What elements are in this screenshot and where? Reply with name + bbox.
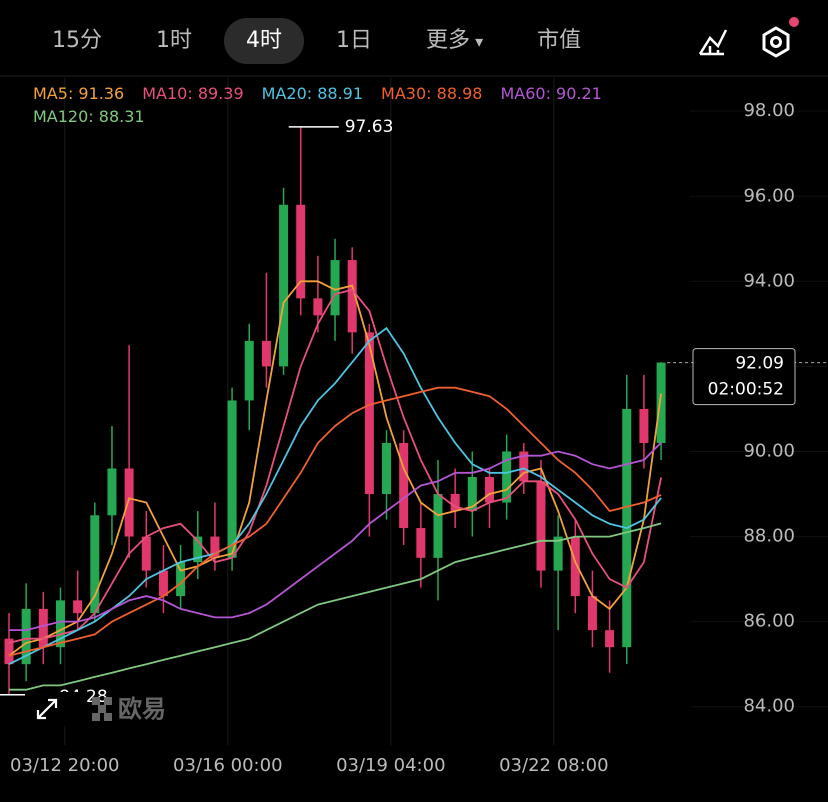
candle-body [21, 608, 31, 665]
watermark-text: 欧易 [118, 695, 166, 723]
y-tick-label: 90.00 [743, 440, 795, 461]
expand-bg [30, 692, 86, 726]
candle-body [73, 600, 83, 614]
y-tick-label: 94.00 [743, 270, 795, 291]
candle-body [502, 451, 512, 503]
candle-body [4, 638, 14, 665]
legend: MA591.36MA1089.39MA2088.91MA3088.98MA609… [33, 84, 713, 126]
y-tick-label: 96.00 [743, 185, 795, 206]
candle-body [227, 400, 237, 558]
ma-line [8, 280, 662, 657]
ma-line [9, 522, 662, 691]
settings-icon[interactable] [762, 17, 799, 58]
x-tick-label: 03/16 00:00 [173, 755, 282, 776]
indicator-icon[interactable] [698, 29, 728, 56]
candle-body [382, 442, 392, 495]
legend-value: 91.36 [78, 84, 125, 103]
candle-body [536, 481, 546, 571]
legend-value: 88.31 [98, 107, 145, 126]
candle-body [210, 536, 220, 558]
tab[interactable]: 市值 [537, 28, 582, 53]
y-tick-label: 86.00 [743, 611, 795, 632]
candle-body [90, 515, 100, 614]
y-tick-label: 84.00 [743, 696, 795, 717]
x-tick-label: 03/22 08:00 [499, 755, 608, 776]
expand-icon[interactable] [30, 692, 86, 726]
candle-body [193, 536, 203, 563]
candle-body [519, 451, 529, 482]
ma-line [8, 288, 662, 644]
legend-value: 88.91 [317, 84, 364, 103]
candle-body [587, 596, 597, 631]
expand-glyph [36, 698, 58, 720]
candle-body [399, 442, 409, 529]
price-tag [692, 348, 796, 406]
tab[interactable]: 1日 [336, 28, 372, 53]
candle-body [570, 536, 580, 597]
legend-item: MA1089.39 [142, 84, 243, 103]
legend-value: 90.21 [556, 84, 602, 103]
candle-body [55, 600, 65, 648]
legend-item: MA591.36 [33, 84, 124, 103]
legend-item: MA6090.21 [500, 84, 601, 103]
legend-value: 89.39 [197, 84, 244, 103]
legend-name: MA5 [33, 84, 78, 103]
ma-line [8, 326, 662, 666]
y-tick-label: 88.00 [743, 526, 795, 547]
candle-body [141, 536, 151, 571]
countdown: 02:00:52 [708, 380, 784, 400]
candle-body [433, 494, 443, 558]
ma-line [8, 386, 662, 657]
price-label: 92.09 [735, 354, 784, 374]
ma-line [9, 441, 662, 631]
legend-name: MA120 [33, 107, 99, 126]
tab-selected[interactable]: 4时 [224, 18, 304, 64]
tab[interactable]: 15分 [52, 28, 102, 53]
high-label: 97.63 [345, 117, 394, 137]
interval-tabs: 15分 1时 4时 1日 更多 市值 [30, 18, 613, 64]
candle-body [639, 408, 649, 443]
candle-body [416, 528, 426, 558]
legend-name: MA60 [500, 84, 556, 103]
candle-body [605, 630, 615, 648]
candle-body [296, 204, 306, 299]
legend-value: 88.98 [436, 84, 483, 103]
candle-body [484, 477, 494, 503]
candle-body [364, 332, 374, 495]
candle-body [176, 562, 186, 597]
candle-body [107, 468, 117, 516]
candle-body [124, 468, 134, 537]
y-tick-label: 98.00 [743, 100, 795, 121]
watermark: 欧易 [92, 695, 166, 723]
x-tick-label: 03/12 20:00 [10, 755, 119, 776]
candle-body [450, 494, 460, 512]
candle-body [279, 204, 289, 367]
tab[interactable]: 1时 [156, 28, 192, 53]
candle-body [244, 340, 254, 401]
tab-more[interactable]: 更多 [404, 18, 505, 64]
legend-name: MA10 [142, 84, 198, 103]
candle-body [38, 608, 48, 648]
candle-body [347, 260, 357, 333]
candle-body [553, 536, 563, 571]
candle-body [158, 570, 168, 597]
candle-body [330, 260, 340, 316]
candle-body [261, 340, 271, 367]
legend-item: MA2088.91 [262, 84, 363, 103]
candle-body [313, 298, 323, 316]
x-tick-label: 03/19 04:00 [336, 755, 445, 776]
legend-name: MA30 [381, 84, 437, 103]
legend-item: MA3088.98 [381, 84, 482, 103]
candle-body [656, 362, 666, 443]
candle-body [467, 477, 477, 512]
legend-item: MA12088.31 [33, 107, 145, 126]
legend-name: MA20 [262, 84, 318, 103]
